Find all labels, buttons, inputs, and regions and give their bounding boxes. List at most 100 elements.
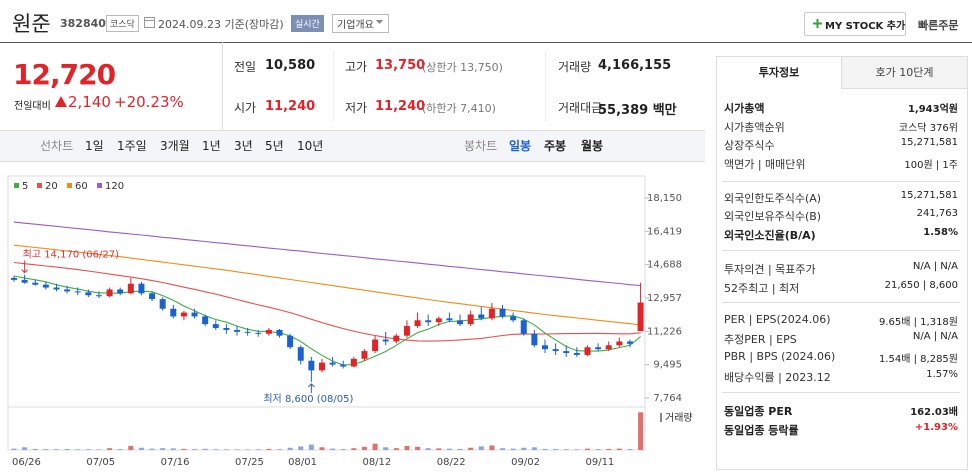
x-tick-label: 06/26	[12, 457, 41, 468]
quote-extra: (상한가 13,750)	[422, 61, 503, 74]
candle-body	[499, 308, 506, 317]
period-tab[interactable]: 1일	[85, 139, 104, 153]
separator	[722, 302, 960, 303]
volume-bar	[489, 445, 495, 450]
volume-bar	[117, 449, 123, 450]
info-tab[interactable]: 호가 10단계	[841, 57, 967, 89]
separator	[722, 250, 960, 251]
quote-value: 10,580	[265, 58, 316, 73]
legend-label: 5	[22, 181, 28, 192]
candle-tab[interactable]: 주봉	[544, 139, 567, 153]
ma-line	[13, 275, 641, 366]
candle-body	[159, 299, 166, 309]
candle-tab[interactable]: 월봉	[581, 139, 604, 153]
volume-bar	[425, 448, 431, 450]
candle-body	[234, 329, 241, 332]
ma-line	[13, 221, 641, 287]
volume-bar	[436, 448, 442, 450]
candle-body	[287, 335, 294, 348]
quote-extra: (하한가 7,410)	[422, 102, 496, 115]
x-tick-label: 07/25	[235, 457, 264, 468]
info-value: 코스닥 376위	[898, 123, 958, 134]
volume-bar	[298, 446, 304, 450]
candle-body	[425, 320, 432, 323]
candle-body	[127, 283, 134, 294]
candle-body	[170, 308, 177, 317]
volume-bar	[234, 449, 240, 450]
info-label: PER | EPS(2024.06)	[724, 313, 831, 326]
info-value: 241,763	[916, 208, 958, 219]
volume-bar	[53, 449, 59, 450]
period-tab[interactable]: 10년	[297, 139, 324, 153]
info-value: 100원 | 1주	[904, 160, 958, 171]
candle-body	[340, 364, 347, 367]
candle-body	[85, 292, 92, 296]
change-percent: +20.23%	[114, 93, 184, 111]
y-tick-label: 7,764	[653, 393, 682, 404]
candle-body	[138, 283, 145, 294]
volume-bar	[584, 448, 590, 450]
stock-code: 382840	[60, 17, 106, 30]
volume-bar	[213, 449, 219, 450]
candle-body	[74, 291, 81, 293]
period-tab[interactable]: 1주일	[117, 139, 147, 153]
volume-bar	[542, 448, 548, 450]
volume-bar	[574, 449, 580, 450]
candle-body	[478, 314, 485, 319]
candle-body	[542, 345, 548, 350]
volume-bar	[138, 447, 144, 450]
quick-order[interactable]: 빠른주문	[918, 19, 959, 32]
volume-bar	[468, 447, 474, 450]
volume-bar	[595, 449, 601, 450]
volume-bar	[521, 447, 527, 450]
candle-body	[244, 331, 251, 333]
info-label: 상장주식수	[724, 139, 775, 152]
volume-bar	[170, 448, 176, 450]
volume-bar	[383, 447, 389, 450]
period-tab[interactable]: 1년	[202, 139, 221, 153]
annotation: 최고 14,170 (06/27)	[23, 249, 119, 261]
y-tick-label: 9,495	[653, 360, 682, 371]
realtime-button[interactable]: 실시간	[291, 15, 324, 32]
candle-body	[626, 341, 633, 344]
candle-body	[318, 362, 325, 371]
volume-bar	[404, 445, 410, 450]
my-stock-button[interactable]	[804, 12, 906, 36]
info-tab-active[interactable]: 투자정보	[717, 57, 841, 88]
candle-body	[393, 335, 400, 342]
info-value: +1.93%	[914, 422, 958, 433]
candle-body	[180, 312, 187, 317]
volume-bar	[510, 448, 516, 450]
x-tick-label: 07/16	[161, 457, 190, 468]
legend-swatch	[67, 183, 72, 188]
candle-body	[202, 316, 209, 325]
info-label: 동일업종 등락률	[724, 424, 799, 437]
candle-body	[106, 289, 113, 297]
volume-bar	[223, 449, 229, 450]
candle-body	[212, 324, 219, 328]
candle-body	[95, 295, 102, 297]
calendar-icon	[144, 17, 155, 28]
x-tick-label: 09/02	[511, 457, 540, 468]
candle-body	[32, 282, 39, 285]
period-tab[interactable]: 5년	[265, 139, 284, 153]
candle-body	[117, 289, 124, 294]
info-value: 1.58%	[923, 227, 958, 238]
info-label: 추정PER | EPS	[724, 333, 797, 346]
volume-bar	[181, 448, 187, 450]
ma-line	[13, 261, 641, 342]
annotation-arrow	[308, 383, 315, 393]
candle-body	[457, 320, 464, 325]
volume-bar	[277, 449, 282, 450]
period-tab[interactable]: 3개월	[160, 139, 190, 153]
candle-body	[276, 329, 283, 336]
period-tab[interactable]: 3년	[234, 139, 253, 153]
volume-bar	[64, 449, 70, 450]
candle-body	[520, 320, 527, 334]
company-info-button[interactable]: 기업개요	[332, 14, 389, 33]
divider	[333, 50, 334, 122]
volume-bar	[192, 449, 198, 450]
candle-tab[interactable]: 일봉	[509, 139, 532, 153]
volume-bar	[308, 444, 314, 450]
volume-bar	[149, 448, 155, 450]
